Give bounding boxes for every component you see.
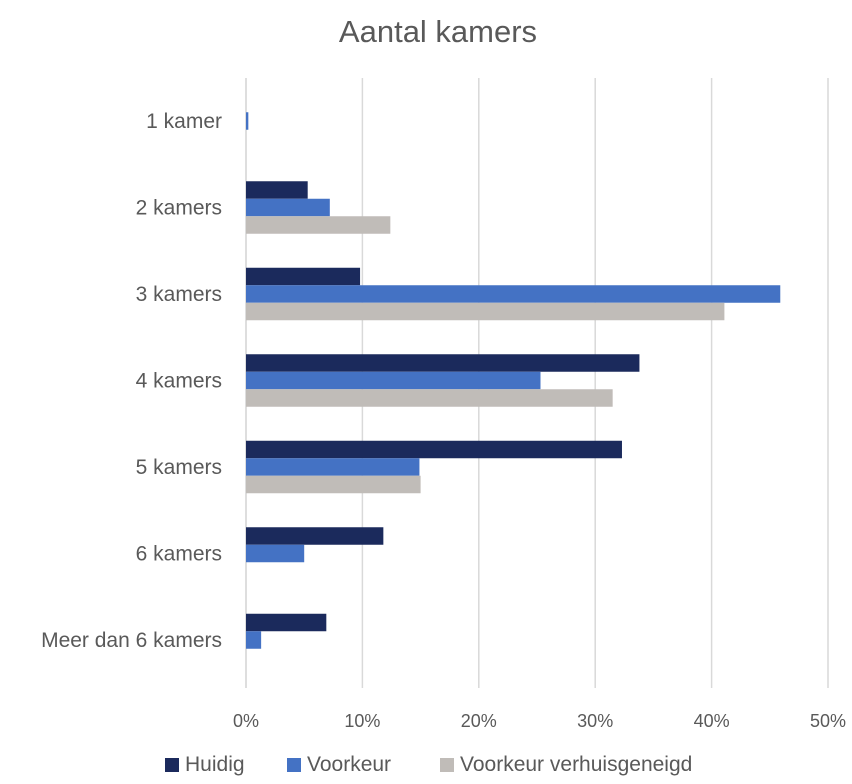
legend-item: Voorkeur verhuisgeneigd — [440, 753, 692, 776]
bar-huidig — [246, 613, 327, 632]
bar-voorkeur — [246, 458, 420, 476]
bar-voorkeur — [246, 198, 330, 217]
bar-voorkeur-verhuisgeneigd — [246, 216, 391, 234]
bar-voorkeur-verhuisgeneigd — [246, 389, 613, 407]
category-label: 6 kamers — [136, 543, 222, 566]
bar-huidig — [246, 527, 384, 545]
chart-title: Aantal kamers — [339, 14, 537, 49]
x-tick-label: 40% — [694, 711, 730, 731]
bar-voorkeur — [246, 371, 541, 390]
bar-huidig — [246, 181, 308, 199]
legend-label: Huidig — [185, 753, 245, 776]
legend-swatch — [165, 758, 179, 772]
x-tick-label: 20% — [461, 711, 497, 731]
legend-item: Huidig — [165, 753, 245, 776]
bar-voorkeur-verhuisgeneigd — [246, 475, 421, 494]
bars — [246, 112, 781, 649]
legend-label: Voorkeur verhuisgeneigd — [460, 753, 692, 776]
bar-huidig — [246, 267, 361, 286]
legend-item: Voorkeur — [287, 753, 391, 776]
x-tick-labels: 0% 10% 20% 30% 40% 50% — [233, 711, 846, 731]
bar-huidig — [246, 354, 640, 372]
x-tick-label: 0% — [233, 711, 259, 731]
category-label: 2 kamers — [136, 197, 222, 220]
legend-swatch — [440, 758, 454, 772]
category-label: Meer dan 6 kamers — [41, 629, 222, 652]
x-tick-label: 30% — [577, 711, 613, 731]
category-label: 4 kamers — [136, 370, 222, 393]
bar-voorkeur-verhuisgeneigd — [246, 302, 725, 321]
category-label: 5 kamers — [136, 456, 222, 479]
x-tick-label: 50% — [810, 711, 846, 731]
bar-voorkeur — [246, 112, 249, 130]
x-tick-label: 10% — [344, 711, 380, 731]
legend: Huidig Voorkeur Voorkeur verhuisgeneigd — [165, 753, 692, 776]
category-label: 1 kamer — [146, 110, 222, 133]
category-labels: 1 kamer 2 kamers 3 kamers 4 kamers 5 kamers 6… — [41, 110, 222, 652]
bar-voorkeur — [246, 631, 262, 649]
legend-swatch — [287, 758, 301, 772]
bar-voorkeur — [246, 544, 305, 563]
bar-voorkeur — [246, 285, 781, 303]
legend-label: Voorkeur — [307, 753, 391, 776]
bar-huidig — [246, 440, 622, 459]
category-label: 3 kamers — [136, 283, 222, 306]
